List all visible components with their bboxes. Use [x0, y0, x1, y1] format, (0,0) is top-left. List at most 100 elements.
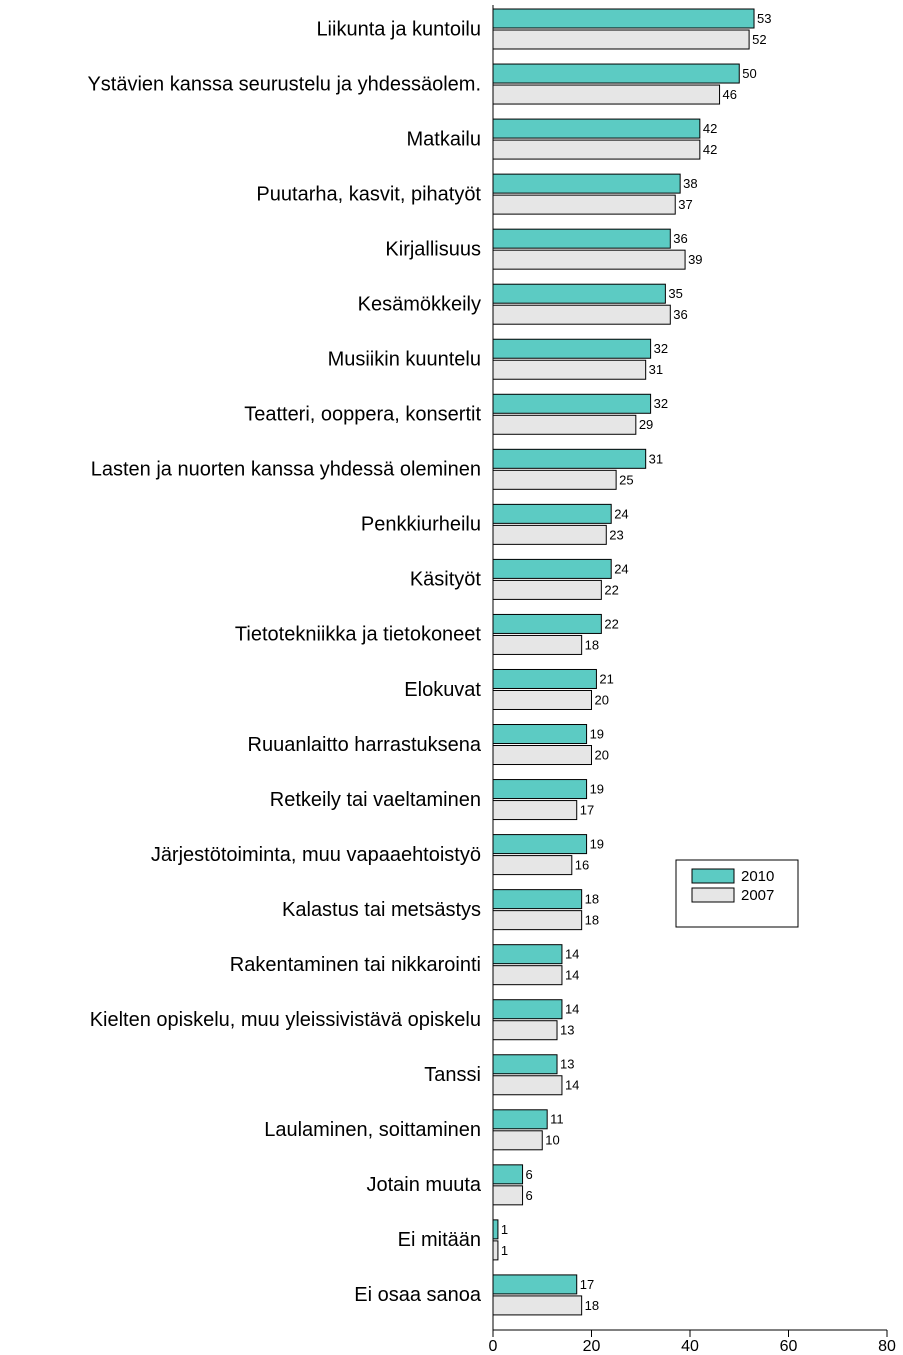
bar	[492, 944, 563, 965]
x-tick-label: 40	[681, 1338, 699, 1355]
bar	[492, 469, 617, 490]
bar	[492, 1295, 583, 1316]
value-label: 19	[590, 837, 604, 852]
category-label: Kirjallisuus	[385, 238, 481, 260]
category-label: Rakentaminen tai nikkarointi	[230, 954, 481, 976]
category-label: Ystävien kanssa seurustelu ja yhdessäole…	[87, 73, 481, 95]
bar	[492, 1219, 499, 1240]
bar	[492, 29, 750, 50]
value-label: 39	[688, 252, 702, 267]
category-label: Jotain muuta	[366, 1174, 481, 1196]
category-label: Puutarha, kasvit, pihatyöt	[256, 183, 481, 205]
category-label: Kalastus tai metsästys	[282, 899, 481, 921]
bar	[492, 579, 602, 600]
category-label: Järjestötoiminta, muu vapaaehtoistyö	[151, 844, 481, 866]
value-label: 10	[545, 1133, 559, 1148]
category-label: Ei osaa sanoa	[354, 1284, 482, 1306]
bar	[492, 338, 652, 359]
bar	[492, 503, 612, 524]
value-label: 42	[703, 121, 717, 136]
bar	[492, 194, 676, 215]
bar	[492, 1130, 543, 1151]
bar	[492, 283, 666, 304]
bar	[492, 1109, 548, 1130]
bar	[492, 414, 637, 435]
bar	[492, 779, 588, 800]
value-label: 20	[595, 747, 609, 762]
bar	[492, 724, 588, 745]
value-label: 36	[673, 231, 687, 246]
category-label: Kielten opiskelu, muu yleissivistävä opi…	[90, 1009, 481, 1031]
category-label: Liikunta ja kuntoilu	[316, 18, 481, 40]
bar	[492, 1240, 499, 1261]
bar	[492, 249, 686, 270]
value-label: 17	[580, 1277, 594, 1292]
category-label: Matkailu	[407, 128, 481, 150]
value-label: 14	[565, 1002, 579, 1017]
value-label: 17	[580, 802, 594, 817]
category-label: Retkeily tai vaeltaminen	[270, 789, 481, 811]
value-label: 38	[683, 176, 697, 191]
bar	[492, 910, 583, 931]
bar	[492, 393, 652, 414]
bar	[492, 1164, 524, 1185]
bar	[492, 1054, 558, 1075]
value-label: 53	[757, 11, 771, 26]
category-label: Ruuanlaitto harrastuksena	[248, 734, 482, 756]
bar	[492, 173, 681, 194]
value-label: 46	[723, 87, 737, 102]
category-label: Tanssi	[424, 1064, 481, 1086]
bar	[492, 524, 607, 545]
value-label: 22	[604, 616, 618, 631]
value-label: 11	[550, 1112, 564, 1127]
legend-swatch	[691, 868, 735, 884]
value-label: 32	[654, 341, 668, 356]
bar	[492, 855, 573, 876]
bar	[492, 965, 563, 986]
value-label: 21	[599, 671, 613, 686]
value-label: 25	[619, 472, 633, 487]
value-label: 20	[595, 692, 609, 707]
value-label: 24	[614, 561, 628, 576]
value-label: 1	[501, 1222, 508, 1237]
category-label: Lasten ja nuorten kanssa yhdessä olemine…	[91, 459, 481, 481]
value-label: 6	[526, 1167, 533, 1182]
bar	[492, 689, 592, 710]
bar	[492, 800, 578, 821]
value-label: 37	[678, 197, 692, 212]
legend-label: 2007	[741, 887, 774, 904]
value-label: 24	[614, 506, 628, 521]
bar	[492, 745, 592, 766]
value-label: 13	[560, 1057, 574, 1072]
value-label: 16	[575, 858, 589, 873]
value-label: 14	[565, 968, 579, 983]
category-label: Tietotekniikka ja tietokoneet	[235, 624, 482, 646]
category-label: Musiikin kuuntelu	[328, 349, 481, 371]
value-label: 19	[590, 726, 604, 741]
bar	[492, 8, 755, 29]
value-label: 18	[585, 913, 599, 928]
bar	[492, 84, 721, 105]
x-tick-label: 0	[489, 1338, 498, 1355]
bar	[492, 304, 671, 325]
value-label: 14	[565, 947, 579, 962]
value-label: 36	[673, 307, 687, 322]
bar	[492, 668, 597, 689]
value-label: 18	[585, 1298, 599, 1313]
x-tick-label: 80	[878, 1338, 896, 1355]
legend-label: 2010	[741, 868, 774, 885]
bar	[492, 889, 583, 910]
legend-box	[675, 859, 799, 928]
value-label: 6	[526, 1188, 533, 1203]
category-label: Teatteri, ooppera, konsertit	[244, 404, 481, 426]
category-label: Ei mitään	[398, 1229, 481, 1251]
bar	[492, 63, 740, 84]
category-label: Kesämökkeily	[358, 293, 481, 315]
bar	[492, 634, 583, 655]
bar	[492, 1020, 558, 1041]
value-label: 42	[703, 142, 717, 157]
bar	[492, 1274, 578, 1295]
category-label: Penkkiurheilu	[361, 514, 481, 536]
value-label: 19	[590, 781, 604, 796]
